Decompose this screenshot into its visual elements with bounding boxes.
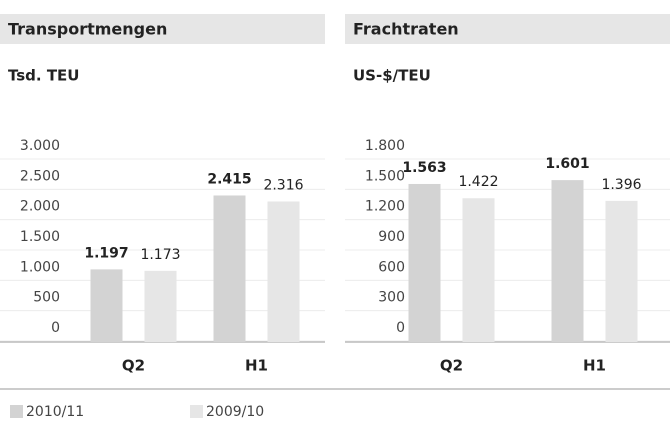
- header-band: [0, 14, 325, 44]
- bar: [551, 180, 584, 342]
- y-tick-label: 2.500: [20, 168, 60, 184]
- bar: [462, 198, 495, 342]
- data-label: 2.415: [207, 171, 251, 187]
- x-tick-label: H1: [583, 357, 606, 375]
- y-tick-label: 500: [33, 290, 60, 306]
- legend-label: 2010/11: [26, 404, 84, 420]
- y-tick-label: 2.000: [20, 199, 60, 215]
- bar: [144, 270, 177, 342]
- data-label: 1.173: [140, 247, 180, 263]
- y-tick-label: 900: [378, 229, 405, 245]
- legend-swatch: [10, 405, 23, 418]
- bar: [605, 200, 638, 342]
- y-tick-label: 0: [51, 320, 60, 336]
- x-tick-label: Q2: [440, 357, 463, 375]
- header-band: [345, 14, 670, 44]
- data-label: 1.396: [601, 177, 641, 193]
- data-label: 1.563: [402, 160, 446, 176]
- chart-subtitle: US-$/TEU: [353, 67, 431, 85]
- chart-subtitle: Tsd. TEU: [8, 67, 79, 85]
- y-tick-label: 1.000: [20, 259, 60, 275]
- data-label: 1.197: [84, 245, 128, 261]
- x-tick-label: Q2: [122, 357, 145, 375]
- bar: [213, 195, 246, 342]
- bar: [267, 201, 300, 342]
- data-label: 1.601: [545, 156, 589, 172]
- chart-title: Transportmengen: [8, 20, 167, 39]
- legend-swatch: [190, 405, 203, 418]
- y-tick-label: 300: [378, 290, 405, 306]
- y-tick-label: 1.500: [365, 168, 405, 184]
- y-tick-label: 1.500: [20, 229, 60, 245]
- data-label: 1.422: [458, 174, 498, 190]
- legend-label: 2009/10: [206, 404, 264, 420]
- y-tick-label: 600: [378, 259, 405, 275]
- bar: [408, 183, 441, 342]
- y-tick-label: 1.800: [365, 138, 405, 154]
- y-tick-label: 1.200: [365, 199, 405, 215]
- bar: [90, 269, 123, 342]
- y-tick-label: 0: [396, 320, 405, 336]
- chart-title: Frachtraten: [353, 20, 459, 39]
- data-label: 2.316: [263, 177, 303, 193]
- y-tick-label: 3.000: [20, 138, 60, 154]
- x-tick-label: H1: [245, 357, 268, 375]
